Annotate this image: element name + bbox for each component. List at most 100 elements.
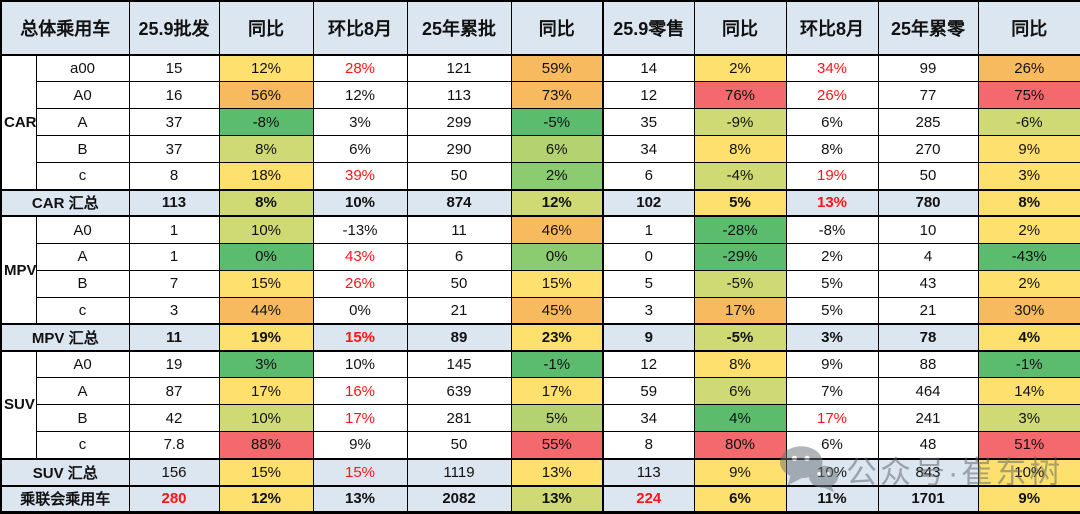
table-cell: 15 [128,54,220,83]
table-cell: 43% [312,242,408,271]
column-header: 同比 [693,0,787,56]
table-cell: 55% [510,431,604,460]
table-row: CAR 汇总 113 8% 10% 874 12% 102 5% 13% 780 8% [0,188,1080,218]
table-cell: 1 [602,215,695,244]
table-cell: 102 [602,188,695,218]
table-cell: 13% [785,188,879,218]
table-cell: 5% [693,188,787,218]
table-cell: 18% [218,162,314,191]
table-cell: 45% [510,296,604,325]
table-row: A 37 -8% 3% 299 -5% 35 -9% 6% 285 -6% [1,108,1080,137]
table-cell: 4% [977,323,1080,352]
table-cell: 12% [218,484,314,514]
table-cell: 10 [877,215,979,244]
table-cell: 26% [785,81,879,110]
table-cell: 15% [312,457,408,487]
table-row: CAR a00 15 12% 28% 121 59% 14 2% 34% 99 26% [0,54,1080,191]
table-cell: 19 [128,350,220,379]
segment-label: c [35,431,130,460]
table-cell: 56% [218,81,314,110]
table-row: A0 16 56% 12% 113 73% 12 76% 26% 77 75% [1,81,1080,110]
summary-row-label: 乘联会乘用车 [0,484,130,514]
summary-row-label: SUV 汇总 [0,457,130,487]
table-cell: 8% [693,135,787,164]
table-cell: 14 [602,54,695,83]
table-cell: 42 [128,404,220,433]
table-cell: 2% [977,269,1080,298]
table-cell: 6% [510,135,604,164]
table-cell: 87 [128,377,220,406]
table-cell: 10% [785,457,879,487]
table-cell: 10% [312,188,408,218]
table-cell: -1% [510,350,604,379]
segment-label: a00 [35,54,130,83]
table-cell: 299 [406,108,512,137]
table-cell: 2082 [406,484,512,514]
table-cell: 156 [128,457,220,487]
table-cell: 5% [785,269,879,298]
table-cell: 6% [693,377,787,406]
table-cell: 9 [602,323,695,352]
segment-label: A0 [35,215,130,244]
table-cell: 89 [406,323,512,352]
table-cell: 464 [877,377,979,406]
table-cell: 19% [785,162,879,191]
table-cell: 8% [785,135,879,164]
table-cell: 34 [602,404,695,433]
table-cell: 39% [312,162,408,191]
table-cell: 99 [877,54,979,83]
table-cell: 51% [977,431,1080,460]
table-cell: 50 [406,269,512,298]
table-cell: 15% [218,457,314,487]
table-cell: 9% [693,457,787,487]
segment-label: c [35,162,130,191]
table-cell: 8 [128,162,220,191]
table-cell: 0% [510,242,604,271]
table-cell: 43 [877,269,979,298]
column-header: 环比8月 [312,0,408,56]
table-cell: 15% [312,323,408,352]
table-cell: 48 [877,431,979,460]
table-cell: 19% [218,323,314,352]
table-cell: 121 [406,54,512,83]
table-row: B 37 8% 6% 290 6% 34 8% 8% 270 9% [1,135,1080,164]
table-cell: 77 [877,81,979,110]
table-cell: 224 [602,484,695,514]
table-row: c 3 44% 0% 21 45% 3 17% 5% 21 30% [1,296,1080,325]
table-cell: 26% [312,269,408,298]
table-cell: 113 [128,188,220,218]
table-cell: 2% [510,162,604,191]
table-cell: 5% [510,404,604,433]
table-cell: 3% [312,108,408,137]
column-header: 同比 [218,0,314,56]
table-cell: 290 [406,135,512,164]
table-cell: 73% [510,81,604,110]
segment-label: B [35,269,130,298]
table-header-row: 总体乘用车 25.9批发 同比 环比8月 25年累批 同比 25.9零售 同比 环比8月 25年累… [0,0,1080,56]
table-cell: 34% [785,54,879,83]
table-cell: -28% [693,215,787,244]
table-cell: 6% [785,431,879,460]
group-label-mpv: MPV [0,215,37,325]
segment-label: A0 [35,350,130,379]
segment-label: A [35,242,130,271]
table-body: CAR a00 15 12% 28% 121 59% 14 2% 34% 99 26% A0 16 56% 1… [0,54,1080,514]
table-cell: 9% [312,431,408,460]
table-cell: 9% [977,484,1080,514]
table-cell: 874 [406,188,512,218]
table-cell: 17% [218,377,314,406]
column-header: 25.9批发 [128,0,220,56]
table-cell: -1% [977,350,1080,379]
table-cell: 1 [128,242,220,271]
column-header: 环比8月 [785,0,879,56]
table-cell: 50 [877,162,979,191]
table-row: A 1 0% 43% 6 0% 0 -29% 2% 4 -43% [1,242,1080,271]
table-cell: 6% [693,484,787,514]
table-cell: 7% [785,377,879,406]
table-cell: 59 [602,377,695,406]
segment-label: A [35,377,130,406]
table-cell: 3 [602,296,695,325]
table-cell: 75% [977,81,1080,110]
table-cell: 241 [877,404,979,433]
table-cell: 5 [602,269,695,298]
